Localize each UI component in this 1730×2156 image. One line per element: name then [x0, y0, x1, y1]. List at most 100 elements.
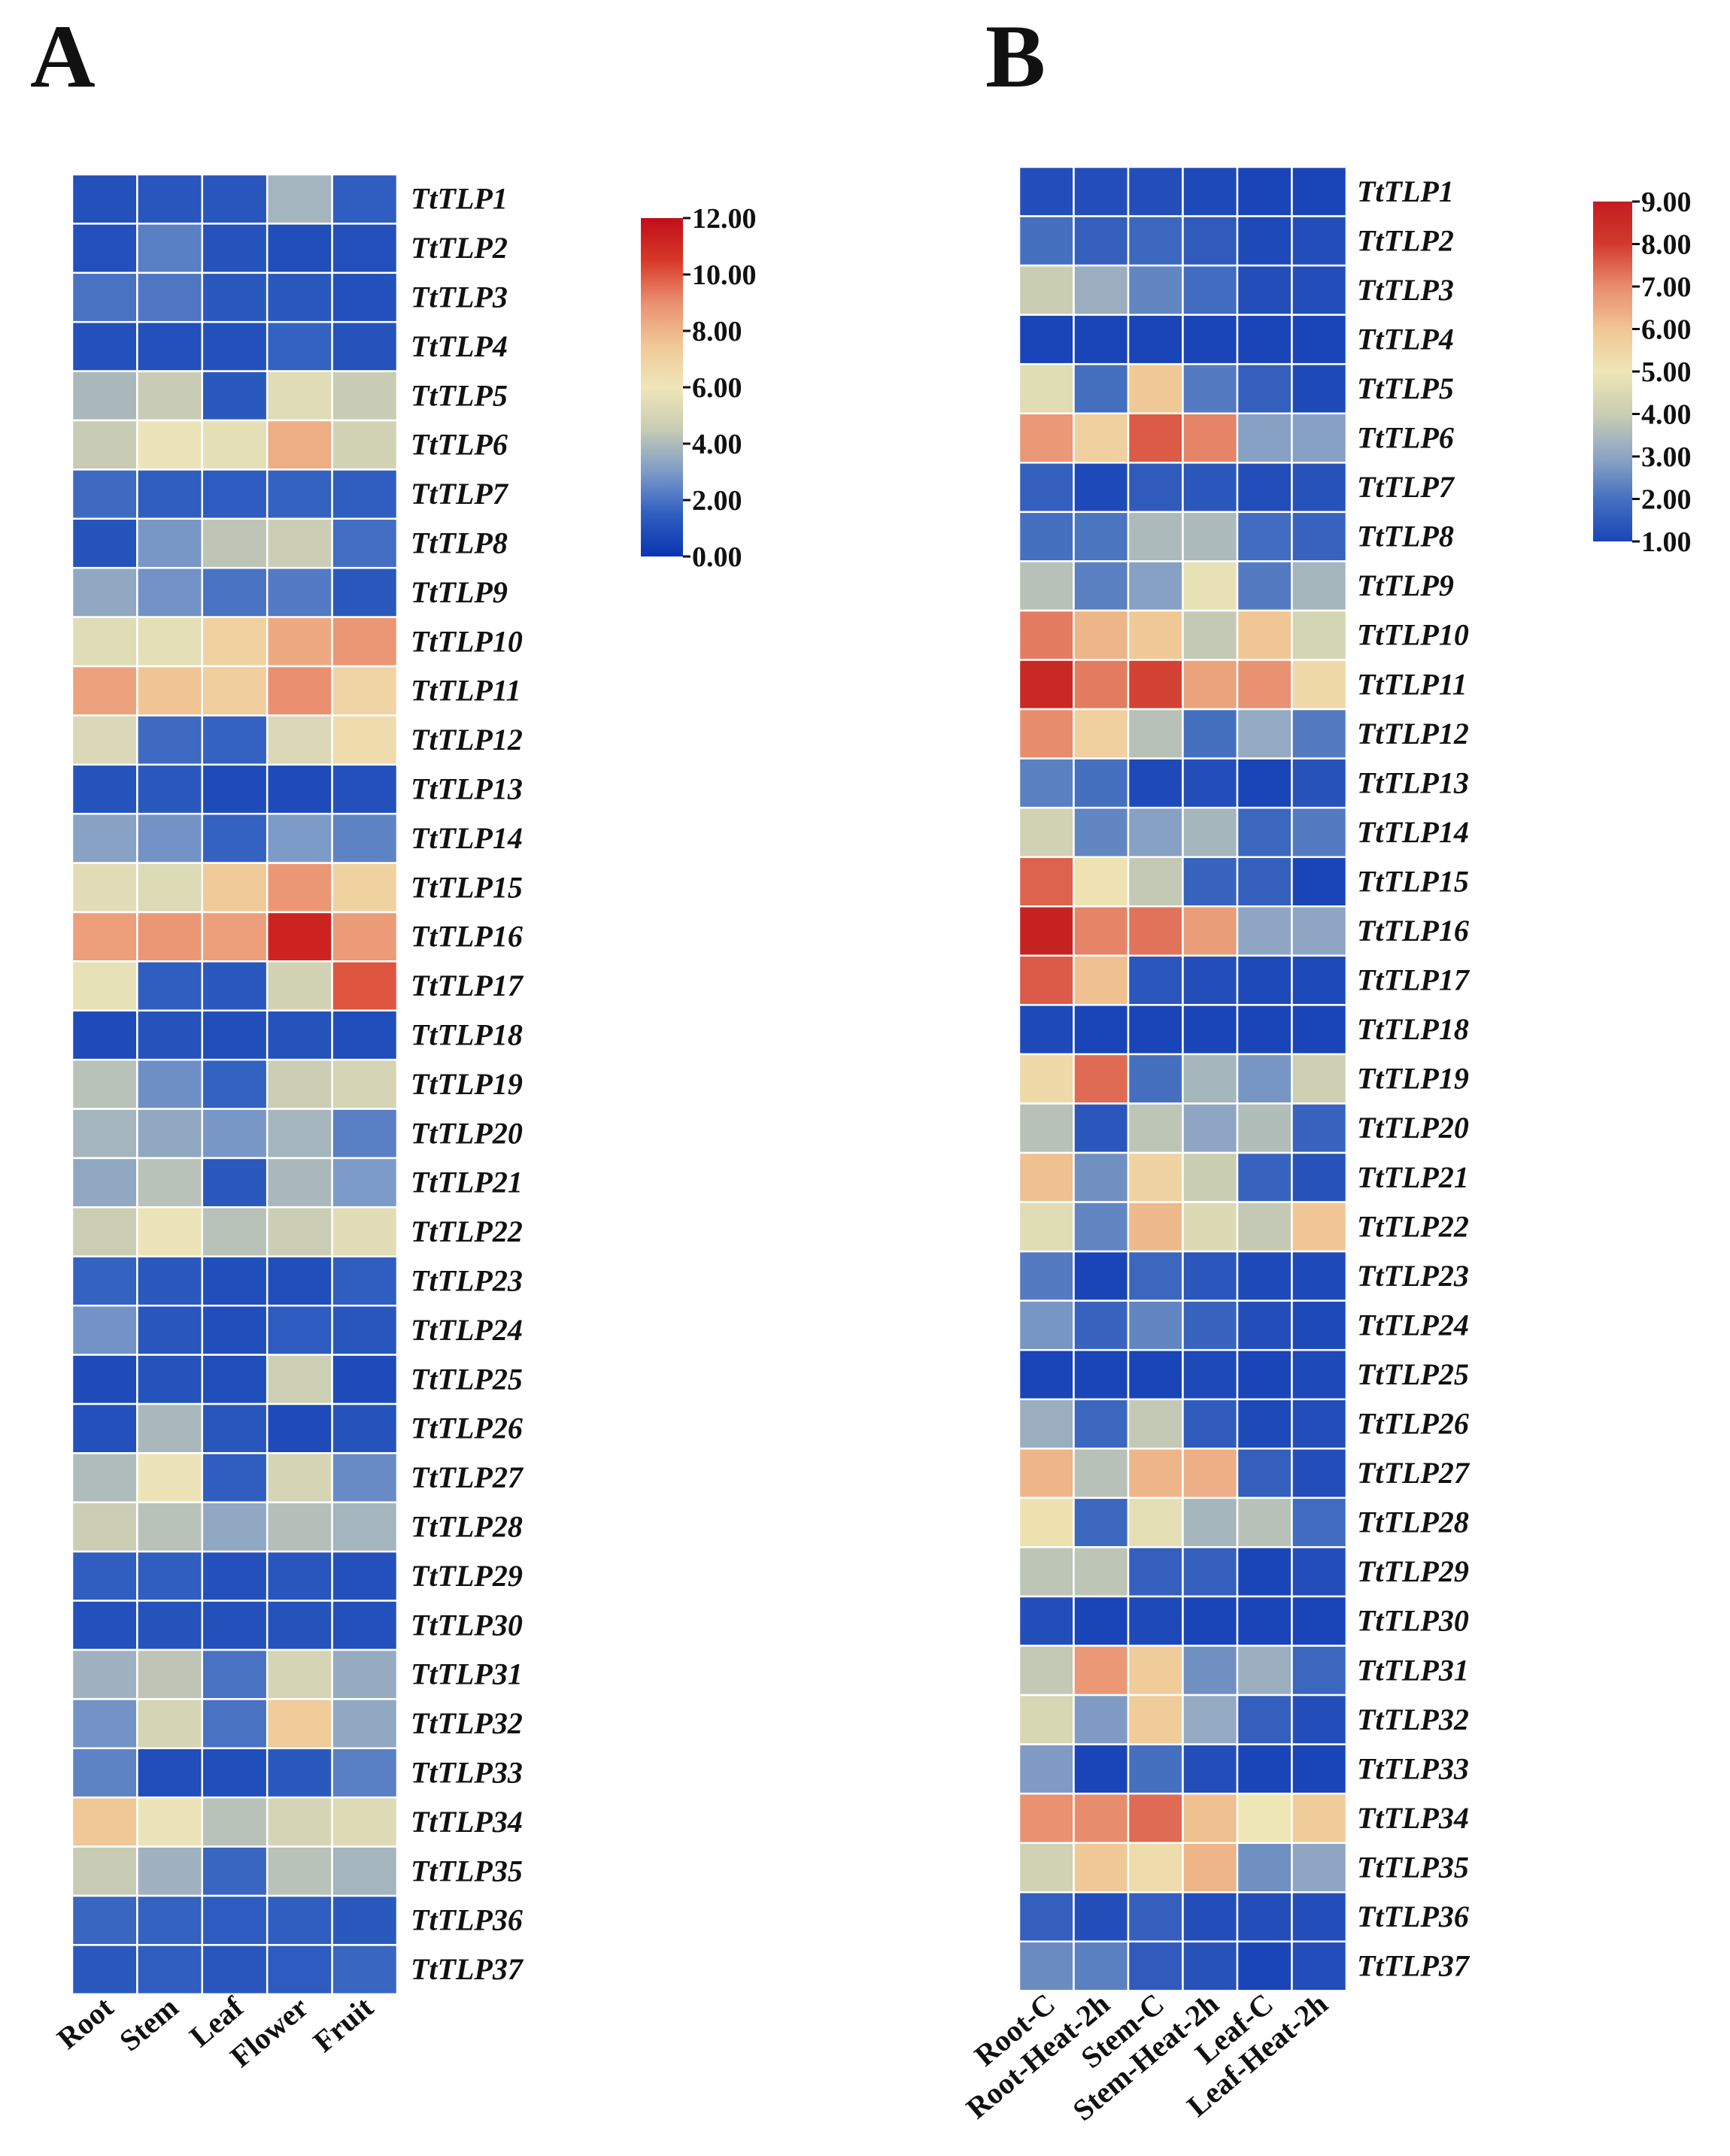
row-label: TtTLP13 [1357, 766, 1469, 799]
heatmap-cell [331, 1747, 399, 1799]
heatmap-cell [331, 1157, 399, 1208]
heatmap-cell [201, 1944, 269, 1996]
heatmap-cell [1073, 1250, 1130, 1302]
heatmap-cell [1127, 1004, 1184, 1056]
heatmap-cell [1291, 1792, 1348, 1844]
column-label: Stem [113, 1990, 184, 2057]
heatmap-cell [71, 1157, 138, 1208]
heatmap-cell [1073, 1398, 1130, 1450]
heatmap-cell [71, 1354, 138, 1405]
heatmap-cell [1127, 1102, 1184, 1154]
row-label: TtTLP7 [411, 477, 509, 511]
heatmap-cell [1182, 1743, 1239, 1795]
heatmap-cell [1127, 1694, 1184, 1745]
heatmap-cell [1236, 1546, 1293, 1598]
row-label: TtTLP4 [411, 329, 508, 363]
row-label: TtTLP25 [411, 1362, 523, 1396]
colorbar-tick-label: 8.00 [1641, 229, 1692, 261]
heatmap-cell [1182, 1448, 1239, 1499]
row-label: TtTLP30 [411, 1608, 523, 1642]
row-label: TtTLP12 [411, 723, 523, 757]
heatmap-cell [136, 173, 204, 225]
heatmap-cell [1127, 1053, 1184, 1105]
colorbar: 9.00 8.00 7.00 6.00 5.00 4.00 3.00 2.00 1.00 [1593, 186, 1692, 558]
heatmap-cell [266, 1452, 333, 1504]
row-labels: TtTLP1 TtTLP2 TtTLP3 TtTLP4 TtTLP5 TtTLP6 TtTL… [1357, 174, 1470, 1983]
heatmap-cell [1018, 1792, 1075, 1844]
heatmap-cell [1073, 708, 1130, 760]
heatmap-cell [136, 960, 204, 1012]
heatmap-cell [1127, 1940, 1184, 1992]
row-label: TtTLP28 [411, 1510, 523, 1544]
heatmap-cell [266, 960, 333, 1012]
heatmap-cell [331, 468, 399, 520]
heatmap-cell [1291, 362, 1348, 415]
heatmap-cell [1127, 757, 1184, 809]
heatmap-cell [1182, 905, 1239, 957]
heatmap-cell [136, 714, 204, 766]
heatmap-cell [1182, 1201, 1239, 1253]
heatmap-cell [1018, 560, 1075, 612]
heatmap-cell [71, 419, 138, 471]
heatmap-cell [266, 1304, 333, 1356]
heatmap-cell [331, 1845, 399, 1897]
heatmap-cell [1291, 1053, 1348, 1105]
heatmap-cell [1073, 856, 1130, 908]
heatmap-cell [1073, 1151, 1130, 1203]
column-label: Fruit [307, 1990, 381, 2059]
heatmap-cell [1236, 560, 1293, 612]
heatmap-cell [1236, 1595, 1293, 1647]
heatmap-cell [1127, 1842, 1184, 1894]
heatmap-cell [1182, 314, 1239, 365]
heatmap-cell [1018, 757, 1075, 809]
heatmap-cell [201, 763, 269, 815]
heatmap-cell [136, 1796, 204, 1848]
heatmap-cell [1018, 1940, 1075, 1992]
heatmap-cell [1073, 511, 1130, 563]
heatmap-cell [1073, 905, 1130, 957]
row-label: TtTLP35 [1357, 1850, 1469, 1884]
row-label: TtTLP37 [411, 1952, 524, 1986]
heatmap-cell [1236, 856, 1293, 908]
heatmap-cell [1236, 462, 1293, 514]
row-label: TtTLP16 [1357, 914, 1469, 948]
heatmap-cell [331, 1796, 399, 1848]
heatmap-cell [1291, 1398, 1348, 1450]
heatmap-cell [136, 1550, 204, 1602]
heatmap-cell [201, 1796, 269, 1848]
row-label: TtTLP33 [1357, 1751, 1469, 1785]
row-label: TtTLP6 [411, 428, 508, 462]
row-label: TtTLP31 [1357, 1653, 1469, 1687]
heatmap-cell [1073, 1348, 1130, 1400]
heatmap-cell [1127, 165, 1184, 217]
heatmap-cell [266, 1648, 333, 1700]
heatmap-cell [331, 271, 399, 323]
heatmap-cell [136, 1944, 204, 1996]
heatmap-cell [1236, 511, 1293, 563]
row-label: TtTLP18 [411, 1018, 523, 1052]
heatmap-cell [1018, 806, 1075, 858]
heatmap-cell [1236, 1299, 1293, 1351]
heatmap-cell [266, 1157, 333, 1208]
heatmap-cell [71, 1501, 138, 1553]
heatmap-cell [331, 1600, 399, 1651]
heatmap-cell [1127, 659, 1184, 711]
heatmap-cell [71, 1255, 138, 1307]
row-label: TtTLP21 [1357, 1160, 1469, 1194]
heatmap-cell [1127, 314, 1184, 365]
heatmap-cell [136, 1452, 204, 1504]
heatmap-cell [201, 223, 269, 274]
heatmap-cell [1182, 757, 1239, 809]
heatmap-cell [331, 517, 399, 569]
heatmap-cell [266, 1206, 333, 1258]
heatmap-cell [331, 616, 399, 668]
row-label: TtTLP9 [411, 575, 508, 609]
heatmap-cell [266, 763, 333, 815]
heatmap-cell [1236, 215, 1293, 267]
row-label: TtTLP25 [1357, 1357, 1469, 1391]
heatmap-cell [266, 1354, 333, 1405]
heatmap-cell [331, 173, 399, 225]
heatmap-cell [266, 911, 333, 963]
heatmap-cell [266, 320, 333, 372]
heatmap-cell [136, 468, 204, 520]
